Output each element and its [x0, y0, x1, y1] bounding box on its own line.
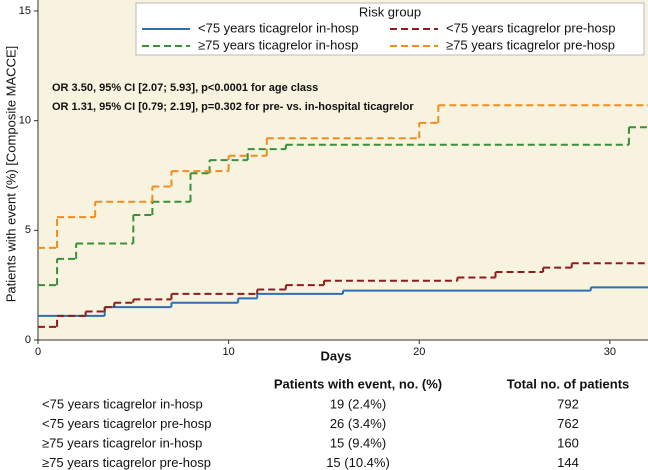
- y-tick-label: 5: [25, 224, 31, 236]
- table-header: Patients with event, no. (%): [274, 376, 442, 391]
- annotation: OR 1.31, 95% CI [0.79; 2.19], p=0.302 fo…: [52, 101, 414, 113]
- cell: 144: [557, 455, 579, 470]
- cell: 792: [557, 396, 579, 411]
- row-label: <75 years ticagrelor pre-hosp: [42, 416, 211, 431]
- y-tick-label: 0: [25, 334, 31, 346]
- cell: 160: [557, 435, 579, 450]
- cell: 15 (10.4%): [326, 455, 390, 470]
- table-header: Total no. of patients: [507, 376, 630, 391]
- legend-label: <75 years ticagrelor in-hosp: [198, 20, 359, 35]
- x-tick-label: 0: [35, 346, 41, 358]
- x-tick-label: 30: [604, 346, 616, 358]
- annotation: OR 3.50, 95% CI [2.07; 5.93], p<0.0001 f…: [52, 82, 318, 94]
- cell: 15 (9.4%): [330, 435, 386, 450]
- legend-label: <75 years ticagrelor pre-hosp: [446, 20, 615, 35]
- cell: 26 (3.4%): [330, 416, 386, 431]
- legend-label: ≥75 years ticagrelor in-hosp: [198, 37, 358, 52]
- legend-label: ≥75 years ticagrelor pre-hosp: [446, 37, 615, 52]
- row-label: ≥75 years ticagrelor in-hosp: [42, 435, 202, 450]
- y-tick-label: 10: [19, 115, 31, 127]
- y-axis-label: Patients with event (%) [Composite MACCE…: [3, 46, 18, 302]
- cell: 19 (2.4%): [330, 396, 386, 411]
- x-tick-label: 20: [413, 346, 425, 358]
- row-label: <75 years ticagrelor in-hosp: [42, 396, 203, 411]
- row-label: ≥75 years ticagrelor pre-hosp: [42, 455, 211, 470]
- cell: 762: [557, 416, 579, 431]
- x-axis-label: Days: [320, 348, 351, 363]
- plot-background: [38, 0, 648, 340]
- y-tick-label: 15: [19, 5, 31, 17]
- legend-title: Risk group: [359, 4, 421, 19]
- x-tick-label: 10: [223, 346, 235, 358]
